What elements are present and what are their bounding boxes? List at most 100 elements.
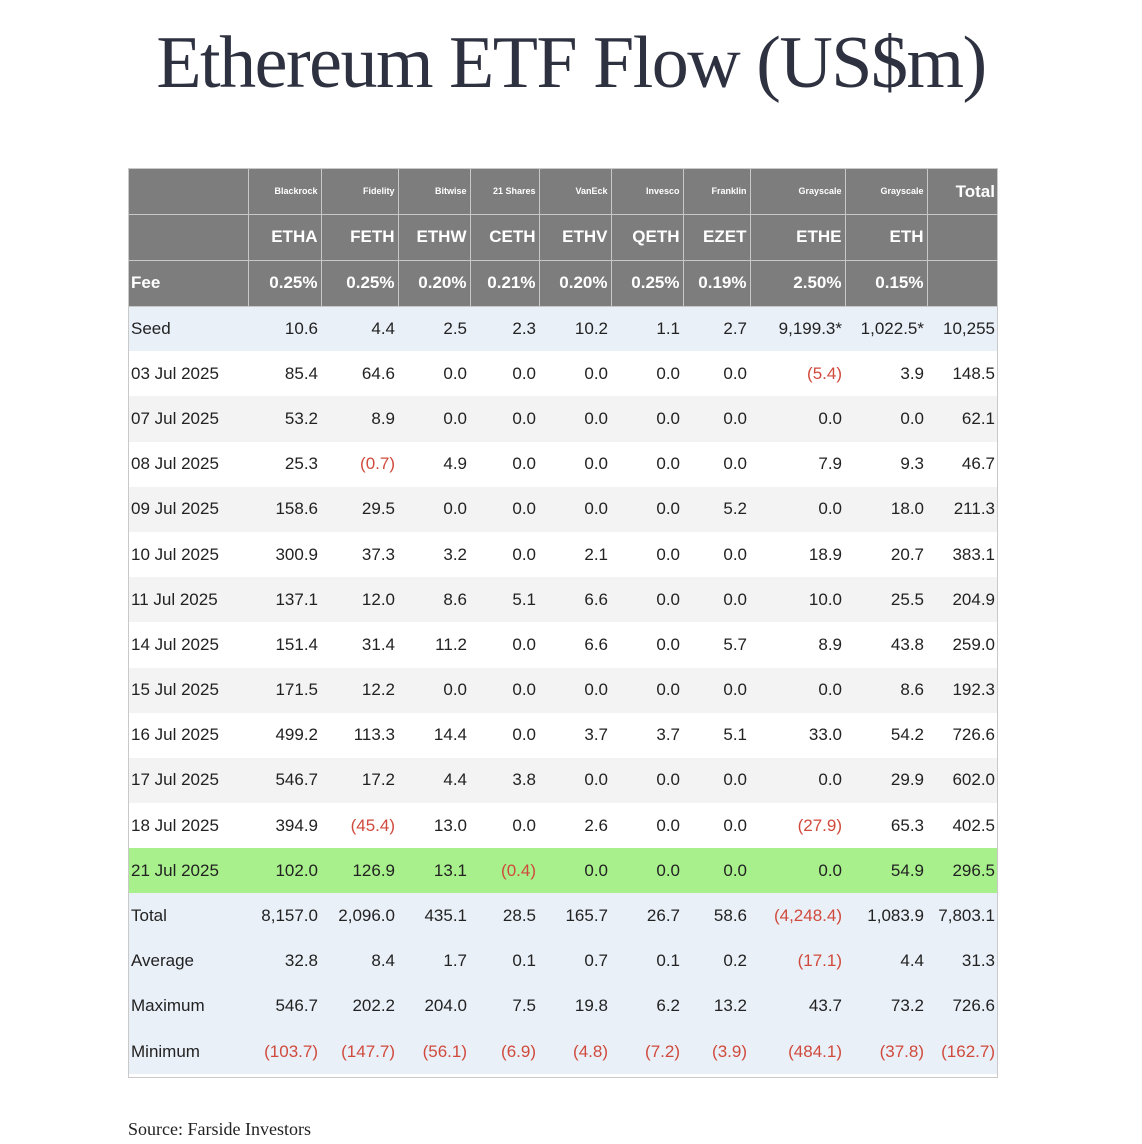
flow-value: 0.0: [750, 848, 845, 894]
flow-value: 0.0: [611, 757, 683, 804]
flow-value: 0.0: [611, 396, 683, 442]
flow-value: 2.7: [683, 306, 750, 352]
flow-value: 20.7: [845, 531, 927, 578]
flow-value: 0.1: [611, 938, 683, 984]
flow-value: (27.9): [750, 803, 845, 849]
row-total-value: 602.0: [927, 757, 998, 804]
flow-value: 32.8: [248, 938, 321, 984]
ticker-header: ETH: [845, 214, 928, 261]
issuer-header-row: Blackrock Fidelity Bitwise 21 Shares VanEck I…: [128, 168, 998, 215]
flow-value: 9.3: [845, 441, 927, 487]
row-label: 14 Jul 2025: [128, 622, 248, 668]
flow-value: 3.2: [398, 531, 470, 578]
row-total-value: 402.5: [927, 803, 998, 849]
flow-value: 29.5: [321, 486, 398, 532]
table-row: 15 Jul 2025 171.5 12.2 0.0 0.0 0.0 0.0 0.0 0.0 8.…: [128, 667, 998, 713]
flow-value: 18.0: [845, 486, 927, 532]
table-row: Average 32.8 8.4 1.7 0.1 0.7 0.1 0.2 (17.1) 4.4 31…: [128, 938, 998, 984]
flow-value: 0.0: [470, 667, 539, 713]
flow-value: 13.1: [398, 848, 470, 894]
flow-value: 0.0: [398, 396, 470, 442]
ticker-corner-cell: [128, 214, 249, 261]
flow-value: 0.0: [683, 531, 750, 578]
header-corner-cell: [128, 168, 249, 215]
flow-value: 9,199.3*: [750, 306, 845, 352]
flow-value: 0.0: [470, 441, 539, 487]
flow-value: 19.8: [539, 983, 611, 1029]
flow-value: (7.2): [611, 1029, 683, 1075]
flow-value: 0.0: [398, 486, 470, 532]
flow-value: 0.0: [683, 577, 750, 623]
flow-value: 12.2: [321, 667, 398, 713]
flow-value: 0.0: [845, 396, 927, 442]
row-label: 15 Jul 2025: [128, 667, 248, 713]
flow-value: 73.2: [845, 983, 927, 1029]
row-label: 03 Jul 2025: [128, 351, 248, 397]
row-label: Seed: [128, 306, 248, 352]
flow-value: 4.4: [845, 938, 927, 984]
flow-value: 2.5: [398, 306, 470, 352]
table-row: Maximum 546.7 202.2 204.0 7.5 19.8 6.2 13.2 43.7…: [128, 983, 998, 1029]
issuer-header: Fidelity: [321, 168, 399, 215]
flow-value: 171.5: [248, 667, 321, 713]
flow-value: 43.7: [750, 983, 845, 1029]
flow-value: 1.7: [398, 938, 470, 984]
flow-value: 28.5: [470, 893, 539, 939]
flow-value: 10.2: [539, 306, 611, 352]
flow-value: 165.7: [539, 893, 611, 939]
flow-value: (4.8): [539, 1029, 611, 1075]
flow-value: 0.0: [750, 396, 845, 442]
flow-value: 6.6: [539, 577, 611, 623]
flow-value: 300.9: [248, 531, 321, 578]
etf-flow-table: Blackrock Fidelity Bitwise 21 Shares VanEck I…: [128, 168, 998, 1075]
fee-value: 0.25%: [248, 260, 322, 307]
flow-value: 0.0: [539, 848, 611, 894]
flow-value: 26.7: [611, 893, 683, 939]
flow-value: 0.0: [470, 622, 539, 668]
fee-value: 0.25%: [321, 260, 399, 307]
flow-value: 0.2: [683, 938, 750, 984]
flow-value: 0.0: [398, 667, 470, 713]
row-label: Average: [128, 938, 248, 984]
flow-value: 8.4: [321, 938, 398, 984]
flow-value: (147.7): [321, 1029, 398, 1075]
ticker-header: ETHW: [398, 214, 471, 261]
ticker-header-row: ETHA FETH ETHW CETH ETHV QETH EZET ETHE ETH: [128, 214, 998, 261]
row-total-value: 148.5: [927, 351, 998, 397]
flow-value: 17.2: [321, 757, 398, 804]
row-label: 11 Jul 2025: [128, 577, 248, 623]
flow-value: 5.7: [683, 622, 750, 668]
flow-value: 18.9: [750, 531, 845, 578]
flow-value: 0.0: [539, 441, 611, 487]
flow-value: (0.4): [470, 848, 539, 894]
flow-value: 1,022.5*: [845, 306, 927, 352]
flow-value: 43.8: [845, 622, 927, 668]
flow-value: 137.1: [248, 577, 321, 623]
row-total-value: 726.6: [927, 712, 998, 758]
flow-value: 0.1: [470, 938, 539, 984]
flow-value: (484.1): [750, 1029, 845, 1075]
flow-value: 7.9: [750, 441, 845, 487]
row-total-value: 204.9: [927, 577, 998, 623]
flow-value: 6.2: [611, 983, 683, 1029]
flow-value: 7.5: [470, 983, 539, 1029]
flow-value: (45.4): [321, 803, 398, 849]
flow-value: 0.0: [683, 848, 750, 894]
issuer-header: Invesco: [611, 168, 684, 215]
flow-value: 0.0: [470, 712, 539, 758]
flow-value: (17.1): [750, 938, 845, 984]
row-total-value: 62.1: [927, 396, 998, 442]
row-total-value: 259.0: [927, 622, 998, 668]
flow-value: 435.1: [398, 893, 470, 939]
flow-value: 0.0: [611, 577, 683, 623]
flow-value: 13.2: [683, 983, 750, 1029]
flow-value: (5.4): [750, 351, 845, 397]
flow-value: 25.5: [845, 577, 927, 623]
fee-value: 0.20%: [539, 260, 612, 307]
flow-value: (6.9): [470, 1029, 539, 1075]
flow-value: 394.9: [248, 803, 321, 849]
flow-value: 64.6: [321, 351, 398, 397]
flow-value: 58.6: [683, 893, 750, 939]
flow-value: 4.4: [321, 306, 398, 352]
flow-value: 0.0: [683, 441, 750, 487]
